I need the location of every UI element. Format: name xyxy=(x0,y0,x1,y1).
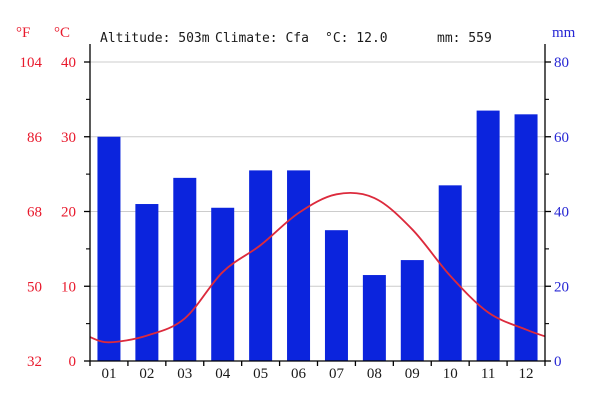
precip-bar-06 xyxy=(287,170,311,361)
mm-tick-label: 80 xyxy=(554,55,569,71)
fahrenheit-tick-label: 86 xyxy=(27,130,43,146)
precip-bar-01 xyxy=(97,136,121,361)
fahrenheit-axis-unit: °F xyxy=(16,25,31,41)
precip-bar-04 xyxy=(211,207,235,361)
celsius-tick-label: 20 xyxy=(61,205,76,221)
precip-bar-02 xyxy=(135,204,159,361)
celsius-tick-label: 10 xyxy=(61,279,76,295)
celsius-tick-label: 40 xyxy=(61,55,76,71)
mm-tick-label: 60 xyxy=(554,130,569,146)
month-label: 11 xyxy=(481,366,495,382)
month-label: 06 xyxy=(291,366,307,382)
climate-class-label: Climate: Cfa xyxy=(215,31,309,46)
month-label: 08 xyxy=(367,366,382,382)
precip-bar-12 xyxy=(514,114,538,361)
fahrenheit-tick-label: 50 xyxy=(27,279,42,295)
mean-temp-label: °C: 12.0 xyxy=(325,31,388,46)
precip-bar-03 xyxy=(173,177,197,361)
precip-bar-09 xyxy=(400,260,424,361)
month-label: 12 xyxy=(519,366,534,382)
mm-tick-label: 20 xyxy=(554,279,569,295)
month-label: 09 xyxy=(405,366,420,382)
precip-bar-05 xyxy=(249,170,273,361)
celsius-tick-label: 30 xyxy=(61,130,76,146)
month-label: 10 xyxy=(443,366,458,382)
temperature-line xyxy=(89,191,546,344)
altitude-label: Altitude: 503m xyxy=(100,31,210,46)
month-label: 01 xyxy=(101,366,116,382)
celsius-tick-label: 0 xyxy=(69,354,77,370)
month-label: 02 xyxy=(139,366,154,382)
month-label: 05 xyxy=(253,366,268,382)
celsius-axis-unit: °C xyxy=(54,25,71,41)
annual-precip-label: mm: 559 xyxy=(437,31,492,46)
mm-tick-label: 40 xyxy=(554,205,569,221)
precip-bar-08 xyxy=(362,275,386,361)
fahrenheit-tick-label: 68 xyxy=(27,205,42,221)
month-label: 04 xyxy=(215,366,231,382)
precip-bar-11 xyxy=(476,110,500,362)
month-label: 07 xyxy=(329,366,345,382)
mm-axis-unit: mm xyxy=(552,25,576,41)
month-label: 03 xyxy=(177,366,192,382)
precip-bar-07 xyxy=(324,230,348,361)
precip-bar-10 xyxy=(438,185,462,361)
mm-tick-label: 0 xyxy=(554,354,562,370)
fahrenheit-tick-label: 32 xyxy=(27,354,42,370)
fahrenheit-tick-label: 104 xyxy=(20,55,43,71)
